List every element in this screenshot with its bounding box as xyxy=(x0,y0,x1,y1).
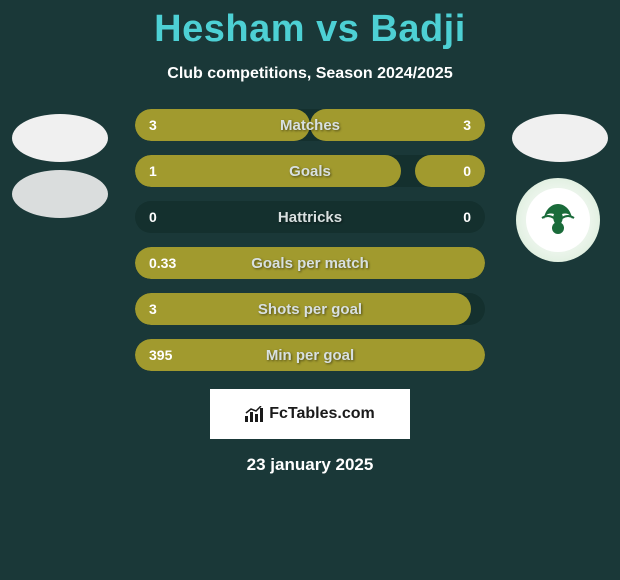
stat-row: 3 Shots per goal xyxy=(135,293,485,325)
club-logo-inner xyxy=(526,188,590,252)
stat-row: 0.33 Goals per match xyxy=(135,247,485,279)
stat-left-value: 395 xyxy=(149,347,172,363)
player-left-avatar-2 xyxy=(12,170,108,218)
page-title: Hesham vs Badji xyxy=(0,0,620,51)
stat-label: Min per goal xyxy=(266,347,354,364)
chart-icon xyxy=(245,406,265,422)
stat-left-value: 0 xyxy=(149,209,157,225)
fctables-label: FcTables.com xyxy=(269,405,375,423)
stat-row: 3 Matches 3 xyxy=(135,109,485,141)
stat-left-value: 1 xyxy=(149,163,157,179)
player-right-avatar xyxy=(512,114,608,162)
stat-left-value: 3 xyxy=(149,117,157,133)
stat-label: Matches xyxy=(280,117,340,134)
stat-row: 0 Hattricks 0 xyxy=(135,201,485,233)
stat-left-value: 0.33 xyxy=(149,255,176,271)
stat-right-value: 0 xyxy=(463,209,471,225)
eagle-icon xyxy=(536,198,580,242)
date-label: 23 january 2025 xyxy=(0,455,620,475)
stat-left-value: 3 xyxy=(149,301,157,317)
stat-row: 1 Goals 0 xyxy=(135,155,485,187)
bar-right xyxy=(415,155,485,187)
stat-label: Hattricks xyxy=(278,209,342,226)
stat-label: Shots per goal xyxy=(258,301,362,318)
fctables-branding[interactable]: FcTables.com xyxy=(210,389,410,439)
stat-right-value: 3 xyxy=(463,117,471,133)
stat-row: 395 Min per goal xyxy=(135,339,485,371)
club-logo xyxy=(516,178,600,262)
subtitle: Club competitions, Season 2024/2025 xyxy=(0,65,620,83)
player-left-avatar xyxy=(12,114,108,162)
stat-right-value: 0 xyxy=(463,163,471,179)
stat-label: Goals xyxy=(289,163,331,180)
stat-label: Goals per match xyxy=(251,255,369,272)
bar-left xyxy=(135,155,401,187)
